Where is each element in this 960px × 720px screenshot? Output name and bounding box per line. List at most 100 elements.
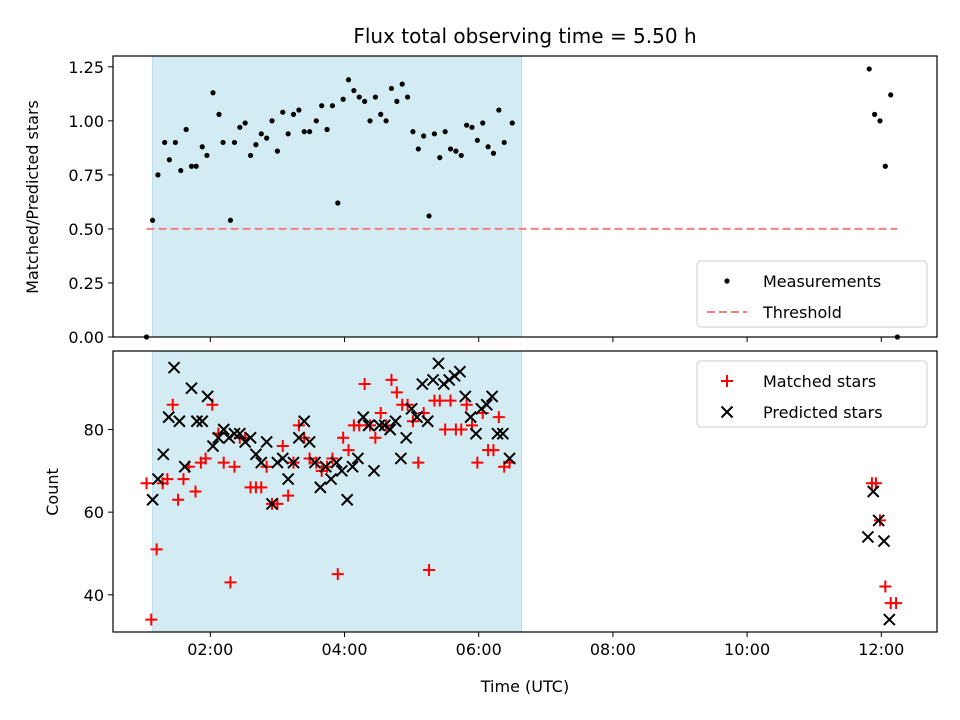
measurement-point	[155, 172, 161, 178]
measurement-point	[193, 163, 199, 169]
predicted-star-point	[883, 613, 896, 626]
measurement-point	[469, 124, 475, 130]
matched-star-point	[145, 613, 158, 626]
predicted-star-point	[400, 431, 413, 444]
top-axes-frame	[112, 55, 938, 338]
predicted-star-point	[464, 410, 477, 424]
measurement-point	[335, 200, 341, 206]
measurement-point	[474, 137, 480, 143]
matched-star-point	[140, 477, 153, 490]
predicted-star-point	[217, 423, 230, 436]
matched-star-point	[342, 444, 355, 457]
measurement-point	[237, 124, 243, 130]
matched-star-point	[189, 485, 202, 498]
measurement-point	[329, 103, 336, 109]
predicted-star-point	[178, 460, 192, 473]
x-axis-label: Time (UTC)	[480, 677, 569, 696]
measurement-point	[388, 85, 395, 92]
measurement-point	[231, 139, 238, 146]
measurement-point	[485, 144, 491, 150]
measurement-point	[437, 154, 443, 161]
measurement-point	[480, 120, 486, 126]
matched-star-point	[337, 431, 350, 444]
matched-star-point	[439, 423, 452, 436]
measurement-point	[204, 152, 210, 159]
measurement-point	[383, 118, 389, 124]
matched-star-point	[433, 394, 446, 407]
matched-star-point	[255, 481, 268, 494]
measurement-point	[290, 111, 297, 117]
measurement-point	[162, 139, 168, 146]
legend-label: Threshold	[762, 303, 842, 322]
predicted-star-point	[480, 398, 493, 411]
top-panel: 0.00 0.25 0.50 0.75 1.00 1.25 Measurements Thre…	[68, 55, 938, 347]
top-legend-box	[696, 260, 928, 328]
x-tick-label: 12:00	[858, 640, 904, 659]
predicted-star-point	[861, 530, 875, 544]
predicted-star-point	[292, 431, 306, 444]
predicted-star-point	[421, 415, 434, 428]
predicted-star-point	[469, 427, 483, 440]
matched-star-point	[879, 580, 892, 593]
matched-star-point	[890, 597, 903, 610]
matched-star-point	[276, 440, 289, 453]
predicted-star-point	[233, 427, 247, 440]
predicted-star-point	[212, 431, 225, 444]
top-y-tick-label: 0.75	[68, 166, 104, 185]
top-y-tick-label: 1.00	[68, 112, 104, 131]
bottom-axes-frame	[112, 350, 938, 633]
measurement-point	[509, 120, 515, 126]
predicted-star-point	[330, 456, 343, 469]
x-tick-label: 08:00	[590, 640, 636, 659]
measurement-point	[367, 118, 373, 124]
measurement-point	[296, 107, 302, 113]
matched-star-point	[460, 398, 473, 411]
predicted-star-point	[265, 497, 279, 511]
measurement-point	[166, 157, 172, 163]
predicted-star-point	[485, 390, 499, 403]
predicted-star-point	[503, 452, 516, 465]
matched-star-point	[282, 489, 295, 502]
legend-label: Measurements	[763, 272, 881, 291]
bottom-series-predicted-stars	[146, 357, 896, 626]
legend-marker-matched	[721, 375, 733, 387]
legend-label: Matched stars	[763, 372, 876, 391]
matched-star-point	[224, 576, 237, 589]
predicted-star-point	[367, 464, 381, 478]
measurement-point	[410, 129, 416, 135]
matched-star-point	[228, 460, 241, 473]
predicted-star-point	[432, 357, 445, 370]
top-y-axis-label: Matched/Predicted stars	[23, 100, 42, 294]
measurement-point	[210, 90, 216, 96]
measurement-point	[458, 152, 464, 159]
predicted-star-point	[383, 423, 397, 436]
bottom-observing-span	[152, 350, 523, 633]
measurement-point	[345, 77, 352, 83]
matched-star-point	[172, 493, 185, 506]
measurement-point	[866, 66, 872, 72]
predicted-star-point	[173, 415, 186, 428]
measurement-point	[253, 142, 259, 148]
measurement-point	[220, 139, 226, 146]
x-tick-label: 10:00	[724, 640, 770, 659]
predicted-star-point	[157, 448, 170, 461]
predicted-star-point	[867, 485, 880, 498]
matched-star-point	[423, 564, 436, 577]
matched-star-point	[374, 406, 387, 419]
measurement-point	[280, 109, 286, 115]
predicted-star-point	[244, 431, 257, 444]
measurement-point	[264, 135, 270, 141]
measurement-point	[319, 103, 325, 109]
measurement-point	[301, 129, 307, 135]
predicted-star-point	[351, 452, 365, 465]
predicted-star-point	[276, 452, 289, 465]
measurement-point	[404, 94, 411, 100]
measurement-point	[172, 139, 179, 146]
predicted-star-point	[346, 460, 359, 473]
measurement-point	[247, 152, 254, 159]
measurement-point	[882, 163, 888, 169]
bottom-y-tick-label: 80	[84, 421, 104, 440]
measurement-point	[431, 131, 438, 137]
predicted-star-point	[373, 419, 386, 432]
x-tick-label: 06:00	[456, 640, 502, 659]
